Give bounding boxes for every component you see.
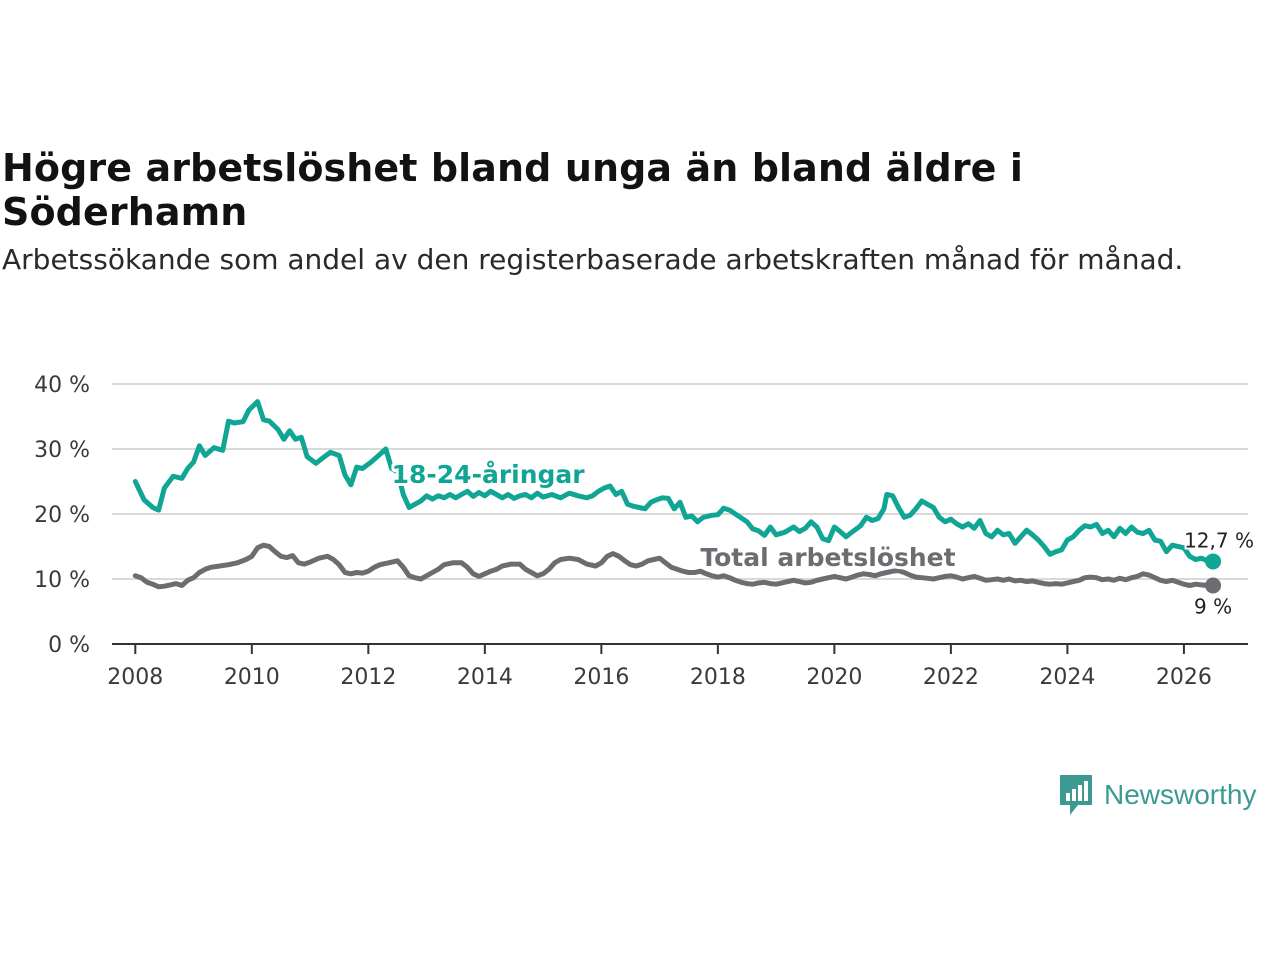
series-label-youth: 18-24-åringar — [392, 460, 586, 489]
y-tick-label: 30 % — [34, 438, 90, 463]
y-tick-label: 10 % — [34, 568, 90, 593]
chart-subtitle: Arbetssökande som andel av den registerb… — [2, 243, 1184, 276]
y-tick-label: 0 % — [48, 633, 90, 658]
newsworthy-logo: Newsworthy — [1058, 773, 1256, 817]
chart-title: Högre arbetslöshet bland unga än bland ä… — [2, 146, 1024, 234]
x-tick-label: 2024 — [1039, 665, 1095, 690]
x-tick-label: 2012 — [340, 665, 396, 690]
x-tick-label: 2018 — [690, 665, 746, 690]
series-label-total: Total arbetslöshet — [700, 543, 955, 572]
grid-layer: 0 % 10 % 20 % 30 % 40 % — [34, 373, 1248, 658]
x-tick-label: 2026 — [1156, 665, 1212, 690]
series-line-youth — [132, 399, 1216, 564]
x-tick-label: 2010 — [224, 665, 280, 690]
bar-chart-icon — [1060, 775, 1092, 815]
x-tick-label: 2020 — [806, 665, 862, 690]
series-line-total — [132, 542, 1216, 590]
x-tick-label: 2008 — [107, 665, 163, 690]
end-point-total — [1205, 577, 1222, 594]
y-tick-label: 20 % — [34, 503, 90, 528]
y-tick-label: 40 % — [34, 373, 90, 398]
x-axis: 2008 2010 2012 2014 2016 2018 2020 2022 2024 2026 — [107, 643, 1248, 690]
x-tick-label: 2014 — [457, 665, 513, 690]
x-tick-label: 2022 — [923, 665, 979, 690]
line-chart: 0 % 10 % 20 % 30 % 40 % 2008 2010 2012 2014 2016… — [34, 373, 1256, 690]
x-tick-label: 2016 — [573, 665, 629, 690]
series-layer — [132, 399, 1222, 594]
end-point-youth — [1205, 553, 1222, 570]
label-layer: 18-24-åringar Total arbetslöshet 12,7 % 9 % — [389, 457, 1256, 621]
brand-name: Newsworthy — [1104, 779, 1257, 810]
end-value-total: 9 % — [1194, 595, 1232, 619]
end-value-youth: 12,7 % — [1184, 528, 1254, 552]
